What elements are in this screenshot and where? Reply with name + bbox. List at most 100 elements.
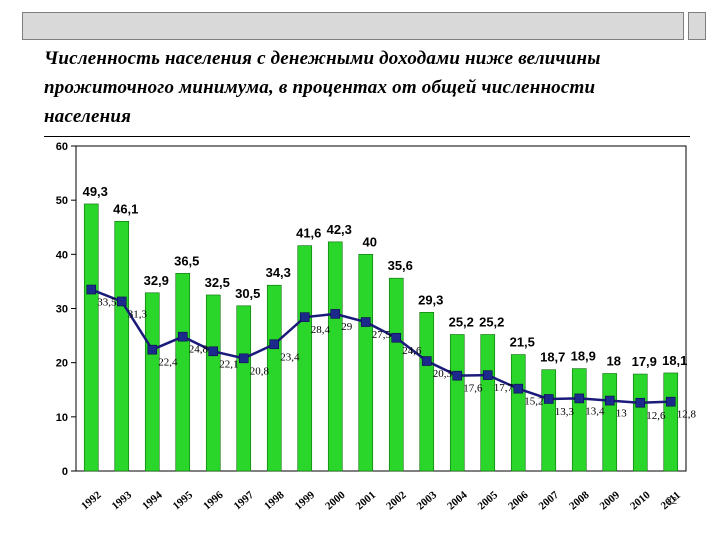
y-tick-label: 30 (56, 304, 68, 316)
line-marker (86, 284, 97, 295)
x-tick-label: 2004 (445, 489, 470, 513)
bar-value-label: 29,3 (418, 292, 443, 307)
bar-value-label: 18,9 (571, 349, 596, 364)
line-marker (269, 339, 280, 350)
bar (327, 241, 343, 472)
line-series (90, 288, 671, 405)
x-tick-label: 1998 (262, 489, 287, 513)
line-marker (513, 383, 524, 394)
line-value-label: 24,6 (402, 345, 422, 357)
bar (480, 334, 496, 472)
bar (358, 254, 374, 472)
line-marker (330, 309, 341, 319)
bar (541, 369, 557, 472)
x-tick-label: 2005 (476, 489, 501, 513)
line-marker (116, 296, 127, 307)
x-tick-label: 2003 (415, 489, 440, 513)
title-divider (44, 136, 690, 137)
x-tick-label: 2001 (354, 489, 379, 512)
y-tick-label: 20 (56, 358, 68, 370)
bar (297, 245, 313, 472)
bar (175, 272, 191, 472)
plot-frame (75, 145, 687, 472)
slide-title: Численность населения с денежными дохода… (44, 48, 601, 127)
y-tick-label: 50 (56, 195, 68, 207)
bar-value-label: 18,7 (540, 350, 565, 365)
line-marker (238, 353, 249, 364)
x-tick-label: 2010 (628, 489, 653, 513)
bar-value-label: 35,6 (388, 258, 413, 273)
header-bar (22, 12, 684, 40)
bar-value-label: 41,6 (296, 226, 321, 241)
bar (663, 372, 679, 472)
y-tick-label: 10 (56, 412, 68, 424)
line-marker (421, 356, 432, 366)
x-tick-label: 2000 (323, 489, 348, 513)
bar-value-label: 46,1 (113, 201, 138, 216)
bar (449, 334, 465, 472)
line-marker (665, 396, 676, 407)
line-value-label: 31,3 (128, 308, 148, 320)
x-tick-label: 2008 (567, 489, 592, 513)
line-marker (147, 344, 158, 355)
line-value-label: 13,4 (585, 405, 605, 417)
line-marker (208, 346, 219, 357)
bar (205, 294, 221, 472)
bar-value-label: 34,3 (266, 265, 291, 280)
line-value-label: 17,6 (463, 383, 483, 395)
bar-value-label: 21,5 (510, 335, 535, 350)
line-marker (635, 397, 646, 408)
y-tick-label: 40 (56, 249, 68, 261)
line-value-label: 12,6 (646, 410, 666, 422)
bar-value-label: 18 (607, 354, 621, 369)
x-tick-label: 2009 (598, 489, 623, 513)
bar-value-label: 36,5 (174, 253, 199, 268)
line-value-label: 13 (616, 408, 628, 420)
bar (419, 311, 435, 472)
bar-value-label: 18,1 (662, 353, 687, 368)
x-tick-label: 2006 (506, 489, 531, 513)
bar-value-label: 25,2 (449, 315, 474, 330)
x-tick-label: 2007 (537, 489, 562, 513)
line-value-label: 15,2 (524, 396, 543, 408)
line-marker (604, 395, 615, 406)
line-value-label: 27,5 (372, 329, 392, 341)
page-number: 22 (666, 496, 678, 507)
line-value-label: 33,5 (97, 297, 117, 309)
y-tick-label: 0 (62, 466, 68, 478)
line-value-label: 29 (341, 321, 353, 333)
line-marker (299, 312, 310, 322)
bar-value-label: 32,9 (144, 273, 169, 288)
x-tick-label: 1994 (140, 489, 165, 513)
bar (266, 284, 282, 472)
bar-value-label: 42,3 (327, 222, 352, 237)
x-tick-label: 1997 (232, 489, 257, 513)
x-tick-label: 1999 (293, 489, 318, 513)
line-value-label: 13,3 (555, 406, 575, 418)
line-marker (391, 332, 402, 343)
line-marker (574, 393, 585, 404)
bar (571, 368, 587, 472)
bar (236, 305, 252, 472)
line-value-label: 17,7 (494, 382, 514, 394)
bar (388, 277, 404, 472)
line-value-label: 23,4 (280, 351, 300, 363)
header-square (688, 12, 706, 40)
line-value-label: 20,8 (250, 365, 270, 377)
bar (632, 373, 648, 472)
line-marker (177, 331, 188, 342)
x-tick-label: 1995 (171, 489, 196, 513)
line-value-label: 12,8 (677, 409, 697, 421)
x-tick-label: 2002 (384, 489, 409, 513)
bar (114, 220, 130, 472)
bar (510, 354, 526, 472)
bar (83, 203, 99, 472)
bar (144, 292, 160, 472)
bar-value-label: 30,5 (235, 286, 260, 301)
bar (602, 373, 618, 472)
x-tick-label: 1992 (79, 489, 104, 513)
line-value-label: 22,1 (219, 358, 238, 370)
line-value-label: 28,4 (311, 324, 331, 336)
line-marker (452, 370, 463, 381)
